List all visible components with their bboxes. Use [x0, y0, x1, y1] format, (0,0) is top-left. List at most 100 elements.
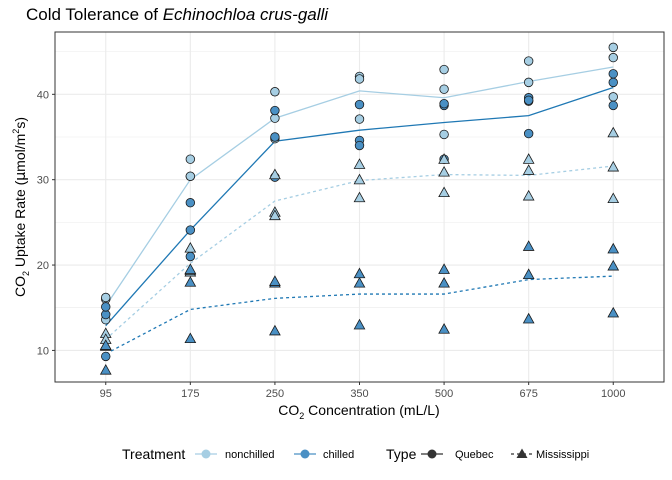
data-point-nonchilled-quebec — [439, 64, 449, 75]
data-point-nonchilled-quebec — [185, 171, 196, 181]
data-point-nonchilled-quebec — [101, 292, 111, 303]
data-point-nonchilled-quebec — [354, 114, 365, 124]
data-point-chilled-mississippi — [522, 312, 535, 324]
data-point-nonchilled-mississippi — [438, 165, 450, 177]
data-point-nonchilled-mississippi — [522, 164, 535, 175]
data-point-chilled-mississippi — [607, 259, 620, 271]
data-point-nonchilled-mississippi — [353, 173, 366, 185]
point-layer — [99, 42, 620, 375]
y-tick-label: 10 — [37, 345, 49, 357]
tick-layer: 10 20 30 40 95 175 250 350 500 675 1000 — [37, 89, 626, 400]
data-point-nonchilled-mississippi — [353, 191, 366, 203]
legend-chilled-point — [300, 449, 310, 459]
y-axis-title-mid: Uptake Rate ( — [12, 180, 28, 271]
data-point-nonchilled-mississippi — [607, 192, 620, 204]
data-point-chilled-quebec — [354, 140, 365, 151]
data-point-nonchilled-mississippi — [353, 158, 366, 169]
data-point-chilled-mississippi — [269, 275, 281, 286]
data-point-chilled-quebec — [523, 95, 534, 105]
x-tick-label: 350 — [350, 388, 368, 400]
data-point-nonchilled-quebec — [439, 129, 449, 140]
legend-chilled-label: chilled — [323, 449, 354, 461]
x-axis-title: CO2 Concentration (mL/L) — [278, 402, 439, 421]
data-point-chilled-quebec — [185, 198, 196, 208]
data-point-chilled-quebec — [608, 77, 618, 88]
data-point-chilled-quebec — [608, 69, 618, 79]
data-point-chilled-mississippi — [522, 268, 535, 279]
data-point-chilled-mississippi — [438, 263, 450, 274]
data-point-nonchilled-quebec — [523, 56, 534, 66]
data-point-nonchilled-quebec — [185, 154, 196, 164]
data-point-nonchilled-mississippi — [607, 126, 620, 138]
data-point-chilled-quebec — [185, 251, 196, 262]
data-point-nonchilled-quebec — [608, 92, 618, 102]
data-point-nonchilled-quebec — [523, 77, 534, 88]
data-point-chilled-mississippi — [438, 276, 450, 288]
data-point-chilled-mississippi — [438, 323, 450, 334]
x-tick-label: 500 — [435, 388, 453, 400]
series-line-chilled-mississippi — [105, 275, 614, 355]
data-point-nonchilled-mississippi — [522, 153, 535, 164]
legend-mississippi-label: Mississippi — [536, 449, 589, 461]
data-point-chilled-quebec — [354, 99, 365, 110]
y-axis-title-pre: CO — [12, 276, 28, 297]
data-point-nonchilled-mississippi — [269, 209, 281, 221]
data-point-chilled-quebec — [270, 105, 280, 116]
x-axis-title-pre: CO — [278, 402, 299, 418]
data-point-chilled-mississippi — [607, 306, 620, 318]
x-axis-title-sub: 2 — [299, 411, 304, 421]
data-point-chilled-quebec — [523, 128, 534, 139]
data-point-nonchilled-quebec — [354, 74, 365, 84]
data-point-chilled-quebec — [101, 351, 111, 362]
y-tick-label: 30 — [37, 175, 49, 187]
legend-mississippi-point — [516, 448, 528, 458]
x-tick-label: 250 — [266, 388, 284, 400]
legend-treatment-title: Treatment — [122, 446, 185, 462]
data-point-chilled-mississippi — [353, 318, 366, 330]
x-tick-label: 675 — [519, 388, 537, 400]
x-axis-title-post: Concentration (mL/L) — [304, 402, 439, 418]
legend-quebec-label: Quebec — [455, 449, 494, 461]
y-axis-title-mu: μ — [13, 172, 29, 181]
legend-quebec-point — [427, 449, 437, 459]
grid-layer — [55, 32, 664, 382]
data-point-nonchilled-mississippi — [522, 189, 535, 201]
chart-title-species: Echinochloa crus-galli — [163, 5, 330, 24]
data-point-nonchilled-mississippi — [269, 168, 281, 180]
legend-nonchilled-label: nonchilled — [225, 449, 275, 461]
data-point-chilled-mississippi — [607, 242, 620, 254]
data-point-chilled-mississippi — [522, 240, 535, 251]
legend-type-title: Type — [386, 446, 417, 462]
series-line-nonchilled-mississippi — [105, 165, 614, 340]
data-point-nonchilled-mississippi — [184, 241, 197, 253]
data-point-chilled-mississippi — [184, 263, 197, 274]
data-point-chilled-mississippi — [353, 276, 366, 288]
data-point-nonchilled-quebec — [270, 87, 280, 97]
x-tick-label: 1000 — [601, 388, 625, 400]
data-point-chilled-mississippi — [99, 364, 112, 375]
chart-title: Cold Tolerance of Echinochloa crus-galli — [26, 5, 329, 24]
data-point-chilled-quebec — [608, 100, 618, 111]
data-point-nonchilled-mississippi — [438, 186, 450, 198]
data-point-nonchilled-mississippi — [438, 153, 450, 164]
y-axis-title-unit: mol/m — [12, 134, 28, 172]
data-point-chilled-mississippi — [353, 267, 366, 279]
y-tick-label: 40 — [37, 89, 49, 101]
legend: Treatment nonchilled chilled Type Quebec… — [122, 446, 589, 462]
x-tick-label: 175 — [181, 388, 199, 400]
chart-title-prefix: Cold Tolerance of — [26, 5, 163, 24]
y-axis-title-sup: 2 — [11, 129, 21, 134]
data-point-chilled-mississippi — [184, 276, 197, 287]
data-point-nonchilled-mississippi — [607, 160, 620, 172]
data-point-nonchilled-quebec — [608, 42, 618, 53]
y-axis-title: CO2 Uptake Rate (μmol/m2s) — [11, 117, 31, 297]
data-point-chilled-quebec — [439, 99, 449, 109]
x-tick-label: 95 — [100, 388, 112, 400]
y-axis-title-end: s) — [12, 117, 28, 129]
data-point-chilled-mississippi — [99, 339, 112, 350]
data-point-chilled-quebec — [270, 132, 280, 142]
data-point-chilled-mississippi — [184, 332, 197, 344]
data-point-nonchilled-quebec — [608, 52, 618, 63]
